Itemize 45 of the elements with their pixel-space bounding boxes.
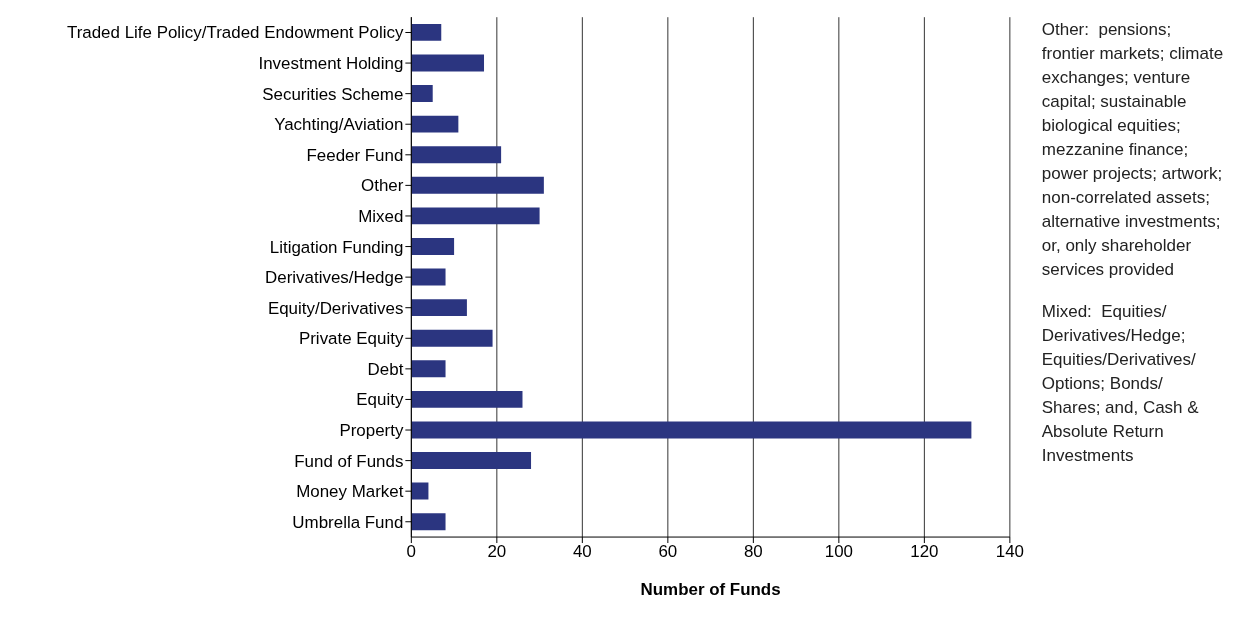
y-tick-label: Equity/Derivatives: [267, 298, 404, 318]
y-tick-label: Umbrella Fund: [292, 512, 404, 532]
x-tick-label: 140: [995, 542, 1024, 562]
bar: [411, 390, 523, 408]
bar: [411, 452, 532, 469]
text: Other: pensions; frontier markets; climate exchanges; venture capital; sustainable biological equities; mezzanine finance; power projects; artwork; non-correlated assets; alternative investments; or, only shareholder services provided: [1041, 20, 1224, 279]
y-tick-label: Feeder Fund: [306, 145, 404, 165]
y-tick-label: Fund of Funds: [294, 451, 404, 471]
y-tick-label: Money Market: [296, 482, 404, 502]
y-tick-label: Equity: [356, 390, 404, 410]
y-tick-label: Securities Scheme: [262, 84, 404, 104]
y-tick-label: Property: [339, 421, 404, 441]
y-tick-label: Investment Holding: [258, 54, 404, 74]
y-tick-label: Litigation Funding: [269, 237, 404, 257]
bar: [411, 237, 455, 255]
bar: [411, 176, 544, 194]
bar: [411, 513, 446, 531]
bar: [411, 23, 442, 41]
y-tick-label: Other: [361, 176, 404, 196]
bar: [411, 207, 540, 225]
x-axis-title: Number of Funds: [640, 579, 781, 599]
x-tick-label: 0: [406, 542, 417, 562]
y-tick-label: Yachting/Aviation: [274, 115, 404, 135]
x-tick-label: 20: [487, 542, 507, 562]
bar: [411, 421, 972, 439]
bar: [411, 299, 467, 317]
bar: [411, 268, 446, 286]
bar: [411, 482, 429, 500]
y-tick-label: Traded Life Policy/Traded Endowment Policy: [66, 23, 404, 43]
x-tick-label: 40: [572, 542, 592, 562]
bar: [411, 146, 502, 164]
bar: [411, 360, 446, 378]
text: Mixed: Equities/ Derivatives/Hedge; Equities/Derivatives/ Options; Bonds/ Shares; and, Cash & Absolute Return Investments: [1041, 301, 1200, 467]
x-tick-label: 80: [743, 542, 763, 562]
y-tick-label: Derivatives/Hedge: [265, 268, 404, 288]
bar: [411, 115, 459, 133]
y-tick-label: Mixed: [358, 206, 404, 226]
bar: [411, 329, 493, 347]
x-tick-label: 100: [824, 542, 853, 562]
y-tick-label: Debt: [367, 359, 404, 379]
x-tick-label: 60: [658, 542, 678, 562]
x-tick-label: 120: [910, 542, 939, 562]
y-tick-label: Private Equity: [298, 329, 404, 349]
bar: [411, 54, 485, 72]
bar: [411, 85, 433, 103]
